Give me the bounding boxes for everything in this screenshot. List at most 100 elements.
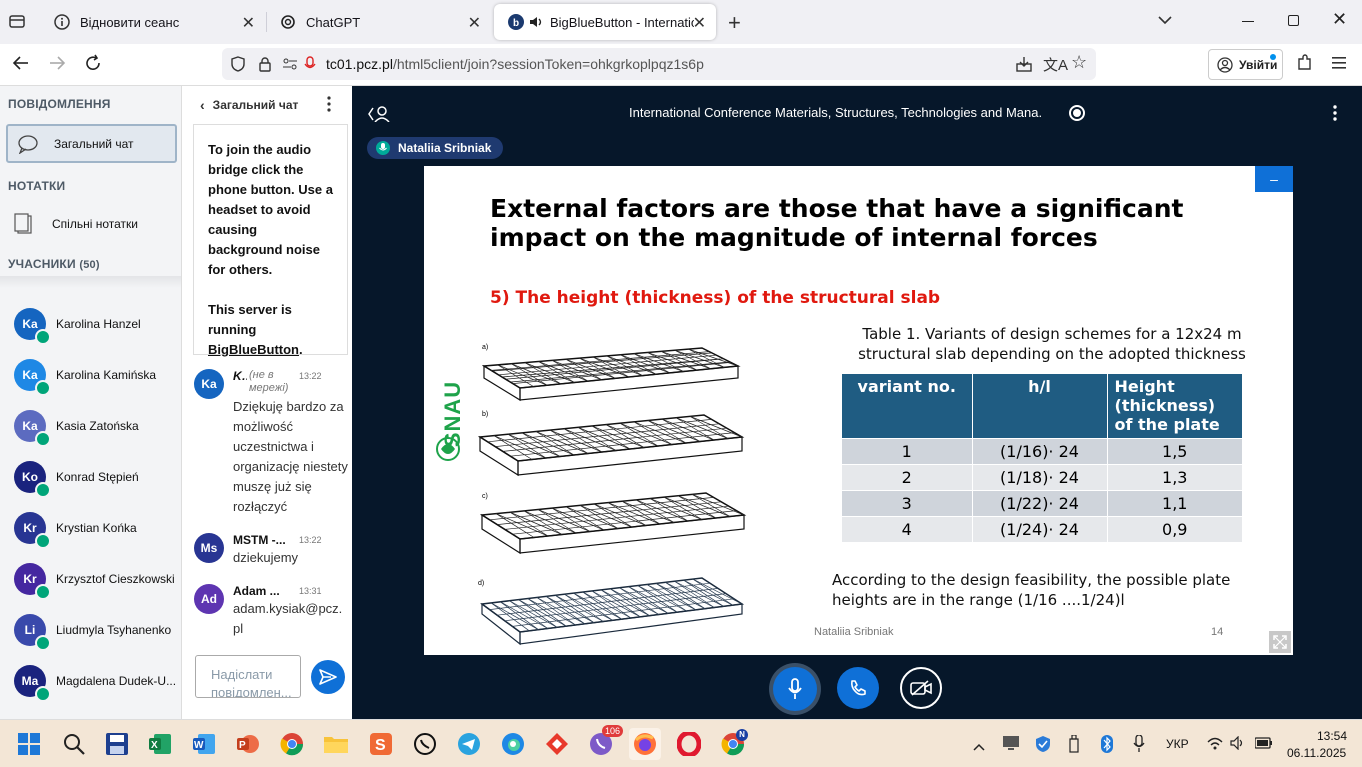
user-list-item[interactable]: Ka Karolina Kamińska — [0, 350, 181, 400]
browser-nav-bar: tc01.pcz.pl/html5client/join?sessionToke… — [0, 44, 1362, 86]
wifi-icon[interactable] — [1207, 736, 1223, 755]
chat-title: Загальний чат — [212, 98, 299, 112]
tab-restore-session[interactable]: Відновити сеанс ✕ — [40, 4, 265, 40]
usb-icon[interactable] — [1069, 734, 1079, 758]
fullscreen-button[interactable] — [1269, 631, 1291, 653]
save-app-icon[interactable] — [101, 728, 133, 760]
tab-overview-icon[interactable] — [8, 12, 26, 30]
user-list-item[interactable]: Li Liudmyla Tsyhanenko — [0, 605, 181, 655]
close-tab-icon[interactable]: ✕ — [692, 15, 706, 32]
chevron-left-icon: ‹ — [200, 97, 205, 113]
firefox-icon[interactable] — [629, 728, 661, 760]
extensions-icon[interactable] — [1296, 54, 1312, 77]
url-path: /html5client/join?sessionToken=ohkgrkopl… — [392, 56, 704, 72]
message-author: Adam ... — [233, 584, 280, 598]
chat-header-back[interactable]: ‹ Загальний чат — [200, 97, 298, 113]
toggle-user-list-icon[interactable] — [368, 106, 390, 127]
close-tab-icon[interactable]: ✕ — [467, 15, 481, 32]
chat-input[interactable]: Надіслати повідомлен... — [195, 655, 301, 698]
language-indicator[interactable]: УКР — [1166, 737, 1189, 751]
mute-microphone-button[interactable] — [773, 667, 817, 711]
edge-icon[interactable] — [497, 728, 529, 760]
windows-start-icon[interactable] — [13, 728, 45, 760]
powerpoint-icon[interactable]: P — [232, 728, 264, 760]
presenter-name: Nataliia Sribniak — [398, 141, 492, 155]
user-list-item[interactable]: Ka Kasia Zatońska — [0, 401, 181, 451]
word-icon[interactable]: W — [188, 728, 220, 760]
options-menu-icon[interactable] — [1332, 105, 1338, 126]
close-window-button[interactable]: ✕ — [1332, 9, 1348, 29]
send-message-button[interactable] — [311, 660, 345, 694]
url-bar[interactable]: tc01.pcz.pl/html5client/join?sessionToke… — [222, 48, 1096, 80]
security-icon[interactable] — [1036, 736, 1050, 757]
avatar: Kr — [14, 512, 51, 549]
translate-icon[interactable]: 文A — [1043, 57, 1069, 74]
user-list-item[interactable]: Kr Krzysztof Cieszkowski — [0, 554, 181, 604]
sign-in-label: Увійти — [1239, 57, 1278, 72]
speaker-icon[interactable] — [528, 14, 544, 30]
file-explorer-icon[interactable] — [320, 728, 352, 760]
share-webcam-button[interactable] — [900, 667, 942, 709]
user-list-item[interactable]: Ka Karolina Hanzel — [0, 299, 181, 349]
mic-blocked-icon[interactable] — [304, 56, 316, 72]
camera-off-icon — [910, 680, 932, 696]
bigbluebutton-link[interactable]: BigBlueButton — [208, 342, 299, 357]
back-icon[interactable] — [12, 54, 30, 77]
show-hidden-icons[interactable] — [973, 738, 985, 756]
sign-in-button[interactable]: Увійти — [1208, 49, 1283, 80]
close-tab-icon[interactable]: ✕ — [241, 15, 255, 32]
bigbluebutton-icon: b — [508, 14, 524, 30]
profile-badge: N — [736, 729, 748, 741]
clock-time[interactable]: 13:54 — [1317, 729, 1348, 743]
shared-notes-item[interactable]: Спільні нотатки — [6, 204, 177, 243]
permissions-icon[interactable] — [282, 57, 298, 71]
tab-chatgpt[interactable]: ChatGPT ✕ — [266, 4, 491, 40]
shared-notes-label: Спільні нотатки — [52, 216, 138, 231]
volume-icon[interactable] — [1230, 735, 1246, 755]
whatsapp-icon[interactable] — [409, 728, 441, 760]
reload-icon[interactable] — [84, 54, 102, 77]
headset-icon — [35, 584, 51, 600]
leave-audio-button[interactable] — [837, 667, 879, 709]
list-tabs-icon[interactable] — [1158, 12, 1172, 30]
hide-presentation-button[interactable]: – — [1255, 166, 1293, 192]
chatgpt-icon — [280, 14, 296, 30]
recording-indicator-icon[interactable] — [1069, 105, 1085, 121]
minimize-button[interactable] — [1242, 21, 1254, 22]
forward-icon[interactable] — [48, 54, 66, 77]
tab-bigbluebutton[interactable]: b BigBlueButton - Internation ✕ — [494, 4, 716, 40]
bluetooth-icon[interactable] — [1101, 735, 1113, 758]
public-chat-item[interactable]: Загальний чат — [6, 124, 177, 163]
svg-text:X: X — [151, 740, 158, 751]
new-tab-button[interactable]: + — [728, 10, 741, 35]
anydesk-icon[interactable] — [541, 728, 573, 760]
microphone-tray-icon[interactable] — [1133, 734, 1145, 758]
headset-icon — [35, 533, 51, 549]
save-to-pocket-icon[interactable] — [1016, 56, 1032, 77]
user-list-item[interactable]: Ko Konrad Stępień — [0, 452, 181, 502]
app-s-icon[interactable]: S — [365, 728, 397, 760]
table-cell: (1/16)· 24 — [972, 437, 1108, 464]
chrome-profile-icon[interactable]: N — [717, 728, 749, 760]
message-text: adam.kysiak@pcz.pl — [233, 601, 343, 636]
display-icon[interactable] — [1003, 736, 1019, 755]
shield-icon[interactable] — [230, 56, 246, 72]
battery-icon[interactable] — [1254, 736, 1273, 754]
notification-dot — [1270, 54, 1276, 60]
user-list-item[interactable]: Kr Krystian Końka — [0, 503, 181, 553]
chrome-icon[interactable] — [276, 728, 308, 760]
viber-icon[interactable]: 106 — [585, 725, 624, 760]
menu-icon[interactable] — [1332, 56, 1346, 74]
user-list-item[interactable]: Ma Magdalena Dudek-U... — [0, 656, 181, 706]
search-icon[interactable] — [58, 728, 90, 760]
telegram-icon[interactable] — [453, 728, 485, 760]
lock-icon[interactable] — [258, 56, 272, 72]
opera-icon[interactable] — [673, 728, 705, 760]
clock-date[interactable]: 06.11.2025 — [1287, 746, 1347, 760]
restore-button[interactable] — [1288, 15, 1299, 26]
table-cell: 1 — [842, 437, 973, 464]
bookmark-star-icon[interactable]: ☆ — [1071, 52, 1088, 72]
chat-options-icon[interactable] — [326, 96, 332, 117]
excel-icon[interactable]: X — [144, 728, 176, 760]
chat-input-placeholder: Надіслати повідомлен... — [211, 667, 292, 698]
